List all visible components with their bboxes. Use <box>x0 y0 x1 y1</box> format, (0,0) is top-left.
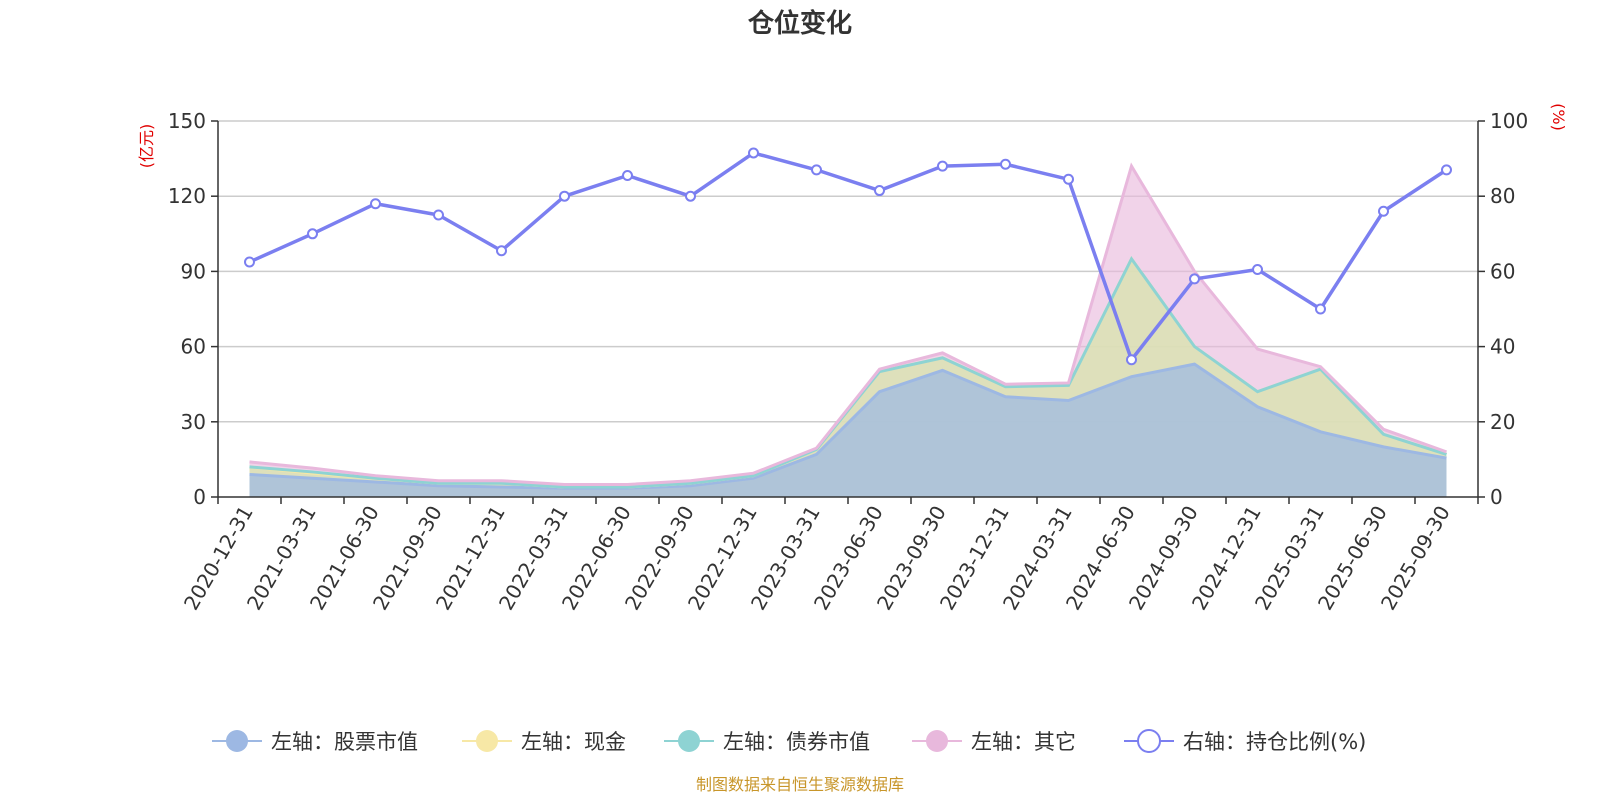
right-axis-unit: (%) <box>1549 103 1568 131</box>
left-axis-unit: (亿元) <box>137 124 156 169</box>
ratio-point[interactable] <box>1126 354 1137 366</box>
left-tick-label: 0 <box>193 485 206 509</box>
ratio-point[interactable] <box>1000 158 1011 170</box>
data-source-note: 制图数据来自恒生聚源数据库 <box>696 775 904 794</box>
legend: 左轴：股票市值 左轴：现金 左轴：债券市值 左轴：其它 右轴：持仓比例(%) <box>212 729 1366 754</box>
area-series-0 <box>249 364 1447 497</box>
ratio-point[interactable] <box>1378 205 1389 217</box>
left-tick-label: 90 <box>181 259 206 283</box>
ratio-point[interactable] <box>433 209 444 221</box>
right-tick-label: 60 <box>1490 259 1515 283</box>
right-tick-label: 20 <box>1490 410 1515 434</box>
ratio-line <box>248 151 1448 362</box>
legend-label: 左轴：债券市值 <box>723 730 870 754</box>
legend-label: 左轴：现金 <box>521 730 626 754</box>
ratio-point[interactable] <box>1315 303 1326 315</box>
legend-label: 左轴：股票市值 <box>271 730 418 754</box>
legend-item-4[interactable]: 右轴：持仓比例(%) <box>1124 729 1366 754</box>
legend-marker-icon <box>678 730 700 752</box>
left-tick-label: 120 <box>168 184 206 208</box>
chart-title: 仓位变化 <box>747 8 852 39</box>
legend-item-3[interactable]: 左轴：其它 <box>912 730 1076 754</box>
legend-marker-icon <box>926 730 948 752</box>
right-tick-label: 80 <box>1490 184 1515 208</box>
ratio-line-layer <box>244 147 1452 366</box>
ratio-point[interactable] <box>1441 164 1452 176</box>
ratio-point[interactable] <box>748 147 759 159</box>
legend-label: 右轴：持仓比例(%) <box>1183 730 1366 754</box>
legend-item-0[interactable]: 左轴：股票市值 <box>212 730 418 754</box>
area-layer <box>249 162 1448 497</box>
legend-marker-icon <box>1137 729 1161 753</box>
legend-item-2[interactable]: 左轴：债券市值 <box>664 730 870 754</box>
left-tick-label: 30 <box>181 410 206 434</box>
axis-layer: 03060901201500204060801002020-12-312021-… <box>168 109 1528 614</box>
left-tick-label: 60 <box>181 335 206 359</box>
ratio-point[interactable] <box>1063 173 1074 185</box>
right-tick-label: 100 <box>1490 109 1528 133</box>
ratio-point[interactable] <box>811 164 822 176</box>
ratio-point[interactable] <box>685 190 696 202</box>
ratio-point[interactable] <box>622 170 633 182</box>
left-tick-label: 150 <box>168 109 206 133</box>
ratio-point[interactable] <box>874 185 885 197</box>
ratio-point[interactable] <box>244 256 255 268</box>
ratio-point[interactable] <box>1189 273 1200 285</box>
ratio-point[interactable] <box>559 190 570 202</box>
right-tick-label: 0 <box>1490 485 1503 509</box>
ratio-point[interactable] <box>937 160 948 172</box>
ratio-point[interactable] <box>370 198 381 210</box>
legend-marker-icon <box>476 730 498 752</box>
right-tick-label: 40 <box>1490 335 1515 359</box>
area-series-0-edge <box>249 362 1447 490</box>
ratio-point[interactable] <box>496 245 507 257</box>
ratio-point[interactable] <box>307 228 318 240</box>
legend-label: 左轴：其它 <box>971 730 1076 754</box>
area-series-3-edge <box>249 162 1448 486</box>
legend-marker-icon <box>226 730 248 752</box>
ratio-point[interactable] <box>1252 264 1263 276</box>
legend-item-1[interactable]: 左轴：现金 <box>462 730 626 754</box>
